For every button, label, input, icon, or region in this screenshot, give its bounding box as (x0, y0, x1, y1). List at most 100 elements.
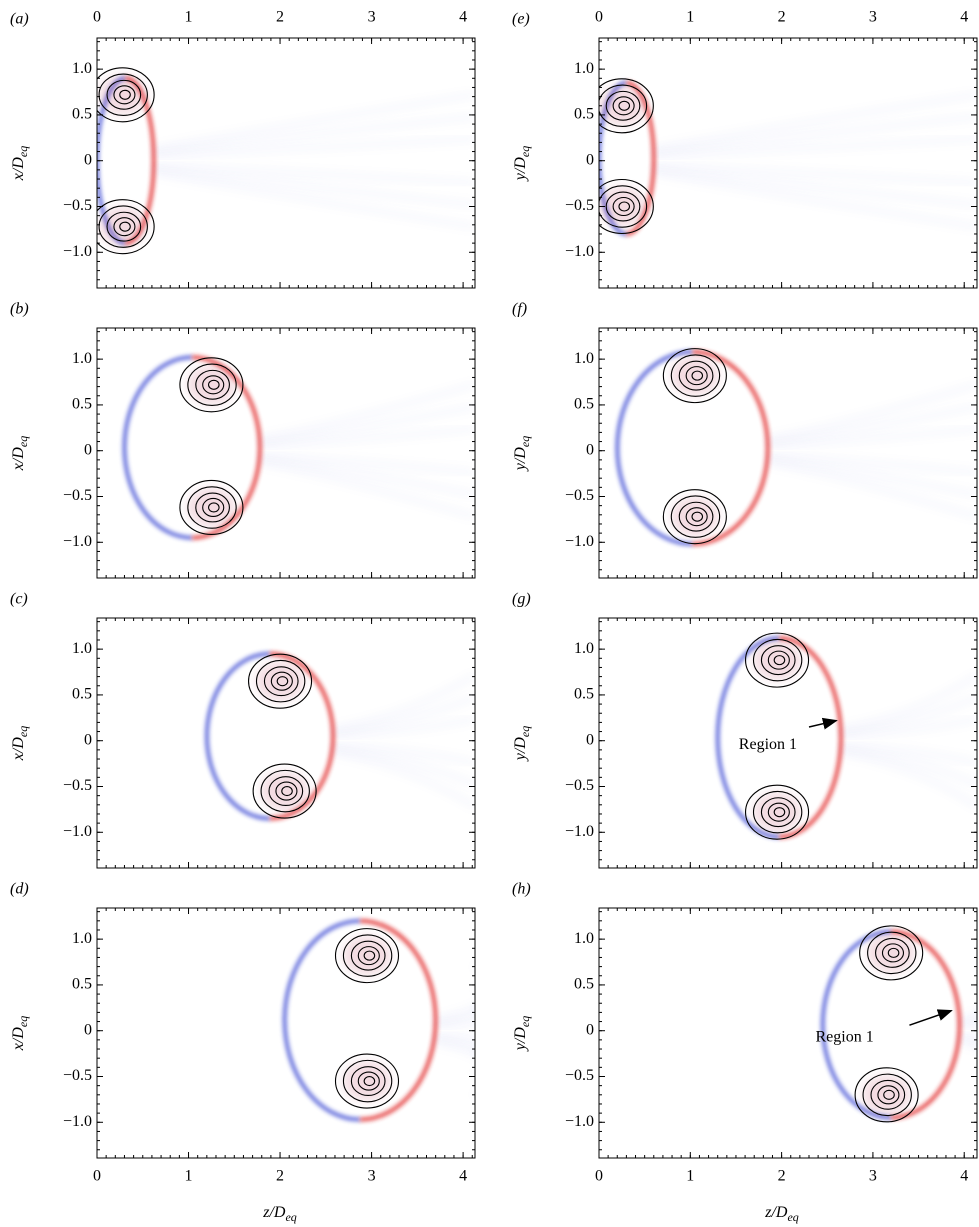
panel-label: (c) (10, 591, 28, 608)
flow-field (122, 355, 475, 540)
contour (612, 96, 635, 116)
y-tick-label: −0.5 (63, 197, 92, 214)
core-shade (256, 661, 305, 702)
core-shade (98, 74, 147, 115)
bubble-rear (122, 355, 193, 540)
contour (744, 632, 810, 688)
wake (959, 1037, 977, 1075)
x-tick-label: 1 (686, 9, 694, 26)
contour (202, 497, 225, 518)
flow-field (599, 78, 977, 236)
core-shade (98, 206, 147, 247)
contour (605, 191, 641, 222)
y-tick-label: −1.0 (63, 533, 92, 550)
panel-label: (d) (10, 881, 29, 898)
contour (179, 357, 244, 413)
bubble-front (779, 636, 843, 839)
contour (357, 1071, 380, 1091)
wake (332, 751, 475, 808)
bubble-rear (204, 651, 270, 821)
contour (98, 205, 148, 248)
core-shade (343, 1061, 391, 1102)
wake (653, 171, 977, 229)
wake (840, 717, 977, 739)
contour (113, 217, 136, 237)
contour (612, 196, 635, 217)
contour (281, 786, 293, 797)
contour (363, 950, 376, 961)
contour (208, 379, 220, 390)
contour (867, 931, 917, 975)
y-tick-label: 0 (84, 731, 92, 748)
wake (653, 115, 977, 155)
y-tick-label: −0.5 (565, 777, 594, 794)
plot-frame (598, 327, 978, 579)
y-tick-label: 0 (586, 1021, 594, 1038)
contour (357, 946, 380, 966)
x-tick-label: 2 (276, 9, 284, 26)
contour (875, 937, 910, 968)
core-shade (753, 792, 802, 833)
contour (334, 1053, 400, 1109)
contour (106, 211, 142, 242)
contour (119, 221, 131, 232)
wake (840, 673, 977, 731)
contour (862, 1073, 912, 1117)
core-shade (670, 496, 719, 537)
contour (773, 655, 786, 666)
y-tick-label: 0.5 (72, 976, 92, 993)
core-shade (343, 935, 391, 976)
contour (760, 797, 796, 828)
panel-label: (b) (10, 301, 29, 318)
wake (435, 986, 475, 1025)
wake (153, 171, 475, 229)
flow-field (599, 348, 977, 547)
y-tick-label: 0 (586, 151, 594, 168)
wake (653, 163, 977, 185)
plot-frame (96, 37, 476, 289)
contour (685, 507, 708, 527)
x-tick-label: 1 (185, 9, 193, 26)
contour (859, 925, 924, 981)
panel-label: (f) (512, 301, 527, 318)
y-axis-label: x/Deq (10, 146, 30, 181)
wake (333, 743, 475, 765)
wake (840, 695, 977, 735)
x-tick-label: 4 (459, 1168, 467, 1185)
wake (767, 405, 977, 445)
contour (187, 486, 237, 529)
flow-field (97, 651, 475, 821)
contour (195, 492, 230, 523)
wake (653, 167, 977, 207)
y-tick-label: −0.5 (565, 1067, 594, 1084)
contour (854, 1067, 919, 1123)
bubble-rear (715, 636, 780, 839)
y-tick-label: 1.0 (574, 930, 594, 947)
annotation-arrow (909, 1009, 953, 1026)
wake (332, 695, 475, 735)
y-tick-label: −0.5 (63, 487, 92, 504)
wake (767, 453, 977, 475)
x-tick-label: 3 (368, 1168, 376, 1185)
contour (599, 84, 648, 128)
contour (248, 653, 313, 709)
wake (435, 964, 475, 1021)
contour (605, 90, 641, 121)
y-axis-label: y/Deq (512, 436, 532, 472)
bubble-front (891, 929, 962, 1120)
contour (618, 100, 631, 111)
contour (208, 502, 220, 513)
y-tick-label: −0.5 (63, 777, 92, 794)
contour (350, 940, 386, 971)
wake (840, 743, 977, 765)
y-tick-label: −1.0 (63, 243, 92, 260)
panel: 0 1 2 3 4 −1.0 −0.5 0 0.5 1.0 (d) x/Deq z/Deq (10, 881, 476, 1224)
contour (202, 375, 225, 395)
panel-label: (h) (512, 881, 531, 898)
y-tick-label: 0.5 (72, 396, 92, 413)
contour (263, 666, 299, 697)
wake (259, 461, 475, 519)
contour (363, 1076, 376, 1087)
x-tick-label: 3 (869, 1168, 877, 1185)
bubble-front (692, 349, 770, 547)
